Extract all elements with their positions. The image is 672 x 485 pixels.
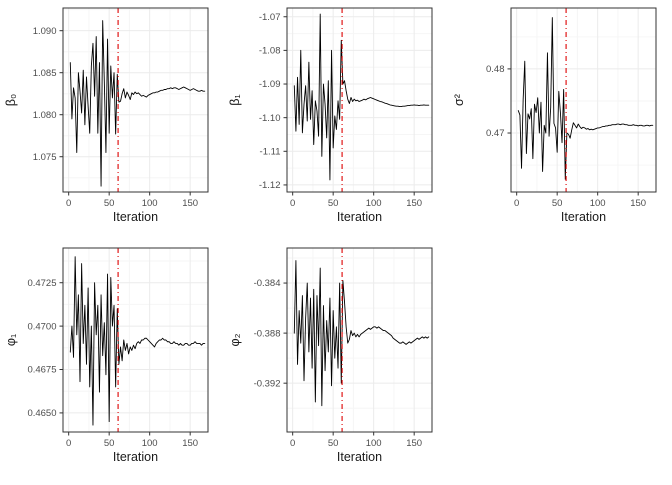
y-tick-label: 1.090: [33, 26, 57, 37]
trace-plot-sigma2: 0 50 100 150 0.47 0.48 Iteration σ²: [448, 0, 672, 240]
grid-minor: [511, 8, 656, 192]
y-tick-label: -0.392: [254, 378, 281, 389]
tick-labels: 0 50 100 150 -0.392 -0.388 -0.384: [254, 278, 423, 449]
tick-labels: 0 50 100 150 0.4650 0.4675 0.4700 0.4725: [27, 278, 198, 449]
y-axis-title: φ₁: [4, 334, 18, 346]
trace-line: [293, 260, 430, 407]
x-tick-label: 50: [104, 438, 115, 449]
y-tick-label: -1.09: [259, 79, 281, 90]
panel-background: [511, 8, 656, 192]
x-tick-label: 100: [366, 438, 382, 449]
plot-canvas-sigma2: 0 50 100 150 0.47 0.48 Iteration σ²: [452, 7, 657, 224]
y-axis-title: φ₂: [228, 333, 242, 346]
panel-background: [63, 8, 208, 192]
y-tick-label: 0.4700: [27, 321, 56, 332]
grid-major: [287, 8, 432, 192]
x-axis-title: Iteration: [113, 210, 158, 224]
x-tick-label: 50: [552, 198, 563, 209]
plot-canvas-phi1: 0 50 100 150 0.4650 0.4675 0.4700 0.4725 Iterati…: [4, 247, 209, 464]
grid-major: [511, 8, 656, 192]
panel-border: [286, 7, 433, 193]
grid-major: [63, 8, 208, 192]
x-tick-label: 150: [406, 198, 422, 209]
plot-canvas-beta0: 0 50 100 150 1.075 1.080 1.085 1.090 Iteration β₀: [4, 7, 209, 224]
x-tick-label: 150: [182, 198, 198, 209]
trace-plot-beta0: 0 50 100 150 1.075 1.080 1.085 1.090 Iteration β₀: [0, 0, 224, 240]
trace-line: [293, 13, 430, 181]
trace-line: [69, 20, 206, 187]
tick-marks: [283, 282, 415, 436]
x-tick-label: 0: [290, 198, 295, 209]
grid-minor: [287, 8, 432, 192]
tick-labels: 0 50 100 150 0.47 0.48: [486, 64, 646, 209]
y-axis-title: σ²: [452, 94, 466, 106]
plot-canvas-phi2: 0 50 100 150 -0.392 -0.388 -0.384 Iteration φ₂: [228, 247, 433, 464]
tick-labels: 0 50 100 150 -1.12 -1.11 -1.10 -1.09 -1.08 -1.07: [259, 12, 422, 209]
x-tick-label: 50: [104, 198, 115, 209]
x-tick-label: 50: [328, 438, 339, 449]
y-tick-label: -1.11: [260, 146, 281, 157]
tick-marks: [59, 282, 191, 436]
x-tick-label: 100: [590, 198, 606, 209]
y-tick-label: 0.48: [486, 64, 505, 75]
panel-border: [62, 7, 209, 193]
x-tick-label: 100: [366, 198, 382, 209]
x-axis-title: Iteration: [561, 210, 606, 224]
trace-line: [517, 17, 654, 180]
grid-minor: [287, 248, 432, 432]
x-tick-label: 0: [66, 198, 71, 209]
y-tick-label: 1.080: [33, 110, 57, 121]
trace-plot-beta1: 0 50 100 150 -1.12 -1.11 -1.10 -1.09 -1.08 -1.07 I…: [224, 0, 448, 240]
empty-cell: [448, 240, 672, 480]
y-axis-title: β₀: [4, 94, 18, 106]
y-tick-label: 1.085: [33, 68, 57, 79]
x-axis-title: Iteration: [337, 210, 382, 224]
y-tick-label: 0.4675: [27, 365, 56, 376]
y-tick-label: -1.12: [259, 180, 281, 191]
x-tick-label: 0: [514, 198, 519, 209]
y-tick-label: 1.075: [33, 152, 57, 163]
y-axis-title: β₁: [228, 94, 242, 105]
y-tick-label: -0.388: [254, 328, 281, 339]
tick-marks: [59, 30, 191, 196]
panel-border: [62, 247, 209, 433]
tick-marks: [507, 68, 639, 196]
x-tick-label: 50: [328, 198, 339, 209]
tick-marks: [283, 16, 415, 196]
plot-canvas-beta1: 0 50 100 150 -1.12 -1.11 -1.10 -1.09 -1.08 -1.07 I…: [228, 7, 433, 224]
y-tick-label: -1.08: [259, 46, 281, 57]
panel-background: [287, 8, 432, 192]
y-tick-label: -1.10: [259, 113, 281, 124]
x-tick-label: 150: [630, 198, 646, 209]
panel-border: [286, 247, 433, 433]
y-tick-label: 0.4650: [27, 408, 56, 419]
y-tick-label: 0.4725: [27, 278, 56, 289]
x-tick-label: 0: [66, 438, 71, 449]
trace-line: [69, 256, 206, 426]
x-tick-label: 150: [182, 438, 198, 449]
x-tick-label: 0: [290, 438, 295, 449]
x-tick-label: 100: [142, 198, 158, 209]
x-tick-label: 150: [406, 438, 422, 449]
x-axis-title: Iteration: [337, 450, 382, 464]
tick-labels: 0 50 100 150 1.075 1.080 1.085 1.090: [33, 26, 198, 209]
panel-background: [63, 248, 208, 432]
y-tick-label: -1.07: [259, 12, 281, 23]
x-tick-label: 100: [142, 438, 158, 449]
panel-border: [510, 7, 657, 193]
y-tick-label: 0.47: [486, 128, 505, 139]
trace-plot-phi2: 0 50 100 150 -0.392 -0.388 -0.384 Iteration φ₂: [224, 240, 448, 480]
x-axis-title: Iteration: [113, 450, 158, 464]
trace-plot-phi1: 0 50 100 150 0.4650 0.4675 0.4700 0.4725 Iterati…: [0, 240, 224, 480]
y-tick-label: -0.384: [254, 278, 281, 289]
